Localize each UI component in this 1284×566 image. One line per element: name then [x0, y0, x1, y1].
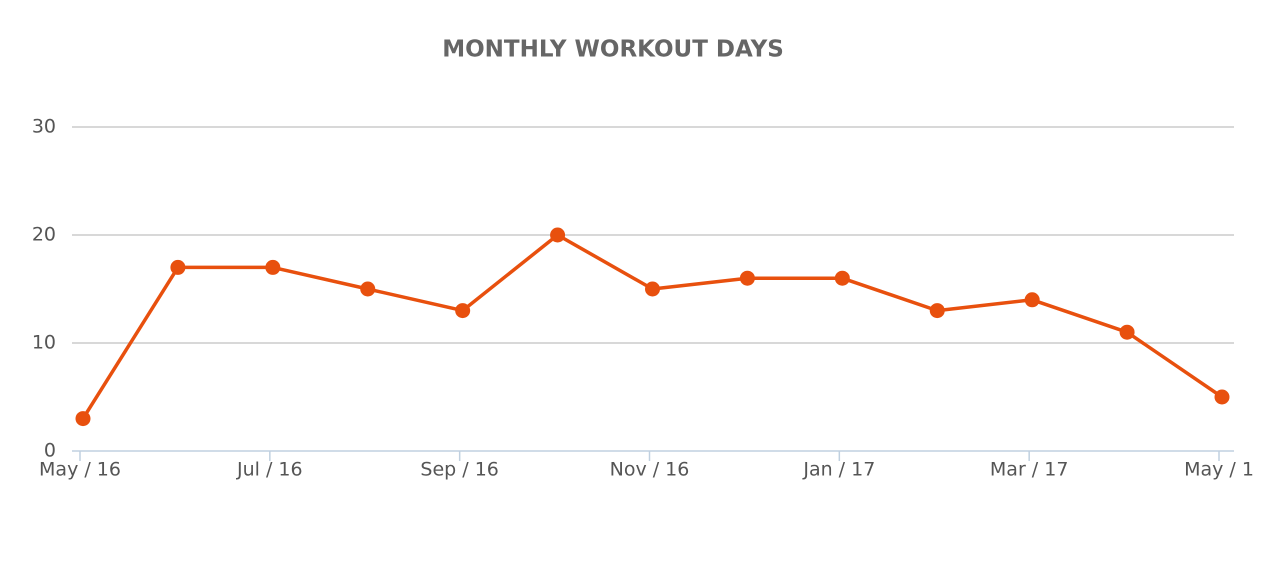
- point: [834, 270, 850, 286]
- point: [645, 281, 660, 297]
- x-tick-label: Sep / 16: [420, 459, 498, 481]
- point: [170, 259, 186, 275]
- point: [360, 281, 376, 297]
- x-tick-label: May / 1: [1184, 459, 1254, 481]
- y-tick-label: 30: [32, 116, 56, 138]
- point: [1214, 389, 1230, 405]
- x-tick-label: Jan / 17: [802, 459, 875, 481]
- point: [929, 303, 945, 319]
- point: [265, 259, 281, 275]
- x-tick-label: Jul / 16: [236, 459, 303, 481]
- point: [550, 227, 566, 243]
- point: [1024, 292, 1040, 308]
- chart-title: MONTHLY WORKOUT DAYS: [442, 37, 784, 63]
- y-tick-label: 20: [32, 224, 56, 246]
- point: [1119, 324, 1135, 340]
- x-tick-label: May / 16: [39, 459, 121, 481]
- x-tick-label: Mar / 17: [990, 459, 1069, 481]
- point: [75, 411, 91, 427]
- point: [455, 303, 471, 319]
- y-tick-label: 0: [44, 440, 56, 462]
- point: [739, 270, 755, 286]
- x-tick-label: Nov / 16: [610, 459, 690, 481]
- y-tick-label: 10: [32, 332, 56, 354]
- line: [81, 233, 1223, 420]
